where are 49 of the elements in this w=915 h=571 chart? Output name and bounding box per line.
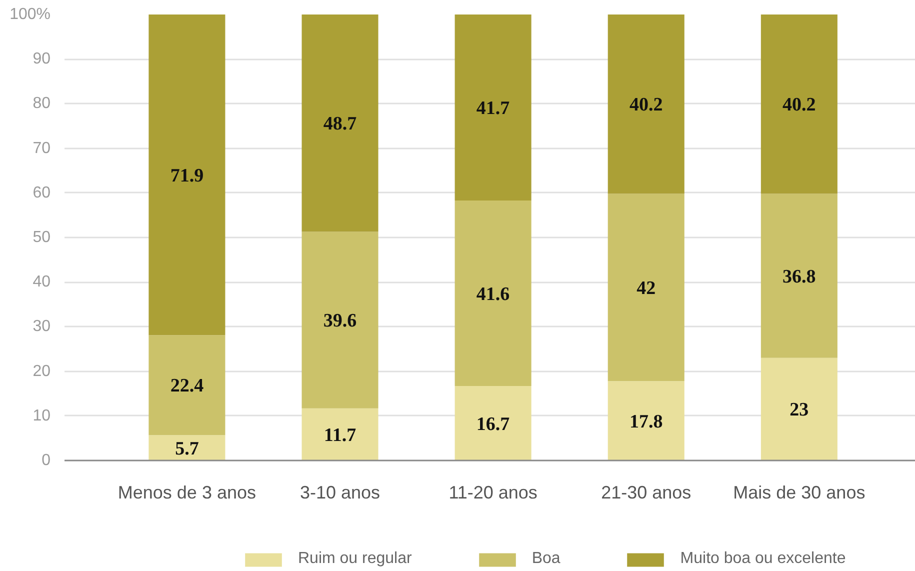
x-tick-label: Menos de 3 anos xyxy=(118,482,256,502)
x-tick-label: 11-20 anos xyxy=(448,482,538,502)
data-label: 41.6 xyxy=(476,284,510,305)
y-tick-label: 50 xyxy=(32,229,51,246)
bar xyxy=(148,335,226,436)
data-label: 40.2 xyxy=(782,94,816,116)
bar xyxy=(760,14,838,194)
bar xyxy=(302,408,378,460)
bar xyxy=(608,194,684,382)
data-label: 22.4 xyxy=(170,376,204,397)
bar xyxy=(302,232,378,408)
legend-label: Muito boa ou excelente xyxy=(680,550,846,568)
data-label: 42 xyxy=(636,278,656,299)
data-label: 5.7 xyxy=(175,438,200,460)
bar xyxy=(760,358,838,460)
y-tick-label: 20 xyxy=(32,362,51,380)
legend-label: Ruim ou regular xyxy=(298,550,412,568)
bar xyxy=(454,386,532,460)
bar xyxy=(760,194,838,358)
bar xyxy=(454,200,532,386)
bar xyxy=(454,14,532,200)
data-label: 71.9 xyxy=(170,165,204,186)
data-label: 11.7 xyxy=(324,424,357,446)
y-tick-label: 90 xyxy=(32,50,51,68)
y-tick-label: 40 xyxy=(32,274,51,291)
data-label: 48.7 xyxy=(323,114,358,135)
y-tick-label: 0 xyxy=(42,452,51,469)
data-label: 40.2 xyxy=(629,94,663,116)
y-tick-label: 30 xyxy=(32,318,51,336)
y-tick-label: 60 xyxy=(32,184,51,202)
data-label: 41.7 xyxy=(476,98,510,119)
legend-label: Boa xyxy=(532,550,560,568)
data-label: 17.8 xyxy=(629,411,663,432)
x-tick-label: 21-30 anos xyxy=(601,482,692,502)
bar xyxy=(148,435,226,460)
y-tick-label: 80 xyxy=(32,95,51,112)
y-tick-label: 10 xyxy=(32,407,51,424)
bar xyxy=(608,381,684,460)
bar xyxy=(148,14,226,336)
y-tick-label: 70 xyxy=(32,140,51,157)
y-tick-label: 100% xyxy=(10,6,50,23)
data-label: 16.7 xyxy=(476,414,510,435)
bar xyxy=(302,14,378,232)
x-tick-label: Mais de 30 anos xyxy=(733,482,866,502)
data-label: 23 xyxy=(790,400,809,421)
bar xyxy=(608,14,684,194)
data-label: 39.6 xyxy=(323,310,357,332)
data-label: 36.8 xyxy=(782,266,816,288)
x-tick-label: 3-10 anos xyxy=(300,482,380,502)
